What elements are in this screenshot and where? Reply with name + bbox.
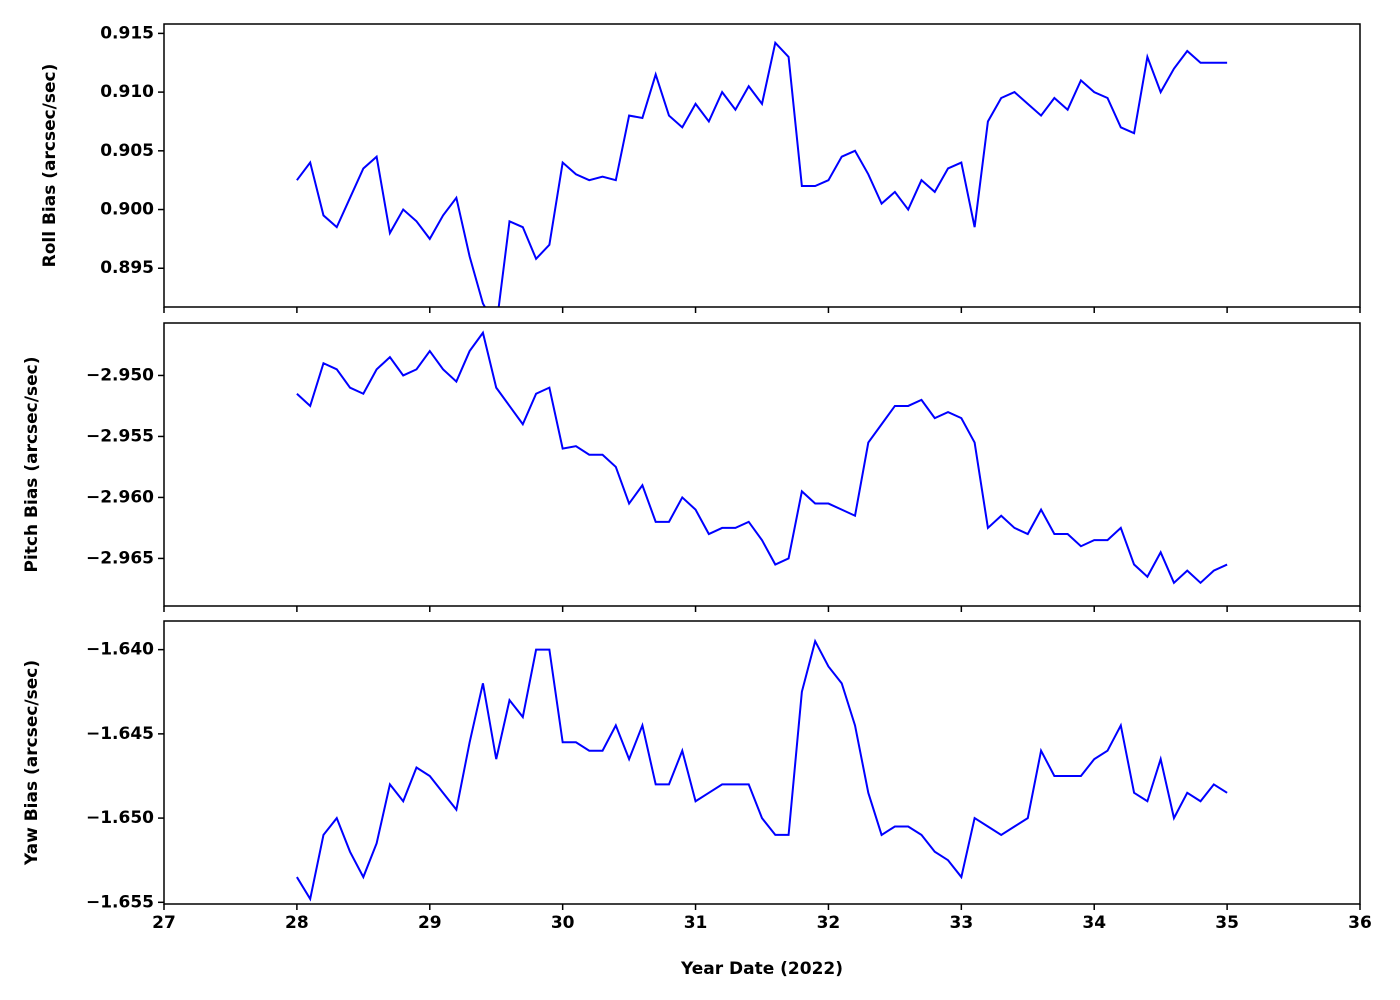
data-line xyxy=(296,40,1228,307)
y-tick-label: 0.895 xyxy=(100,258,154,278)
x-tick-label: 30 xyxy=(551,913,575,933)
y-tick-label: 0.915 xyxy=(100,23,154,43)
y-tick-label: −1.645 xyxy=(86,724,154,744)
x-tick-label: 33 xyxy=(949,913,973,933)
x-tick-label: 35 xyxy=(1215,913,1239,933)
y-tick-label: −1.640 xyxy=(86,640,154,660)
y-tick-label: −2.950 xyxy=(86,365,154,385)
x-tick-label: 28 xyxy=(285,913,309,933)
panel: −2.965 −2.960 −2.955 −2.950 Pitch Bias (arcs… xyxy=(22,322,1361,612)
data-line xyxy=(296,330,1228,585)
panel: −1.655 −1.650 −1.645 −1.640 27 28 29 30 31 32 33 34… xyxy=(22,620,1372,979)
y-tick-label: −1.655 xyxy=(86,892,154,912)
y-tick-label: −2.960 xyxy=(86,487,154,507)
x-tick-label: 29 xyxy=(418,913,442,933)
plot-frame xyxy=(163,620,1361,905)
y-axis-label: Yaw Bias (arcsec/sec) xyxy=(22,660,42,866)
data-line xyxy=(296,638,1228,902)
x-tick-label: 31 xyxy=(684,913,708,933)
y-axis-label: Pitch Bias (arcsec/sec) xyxy=(22,357,42,573)
y-tick-label: −2.965 xyxy=(86,548,154,568)
x-tick-label: 27 xyxy=(152,913,176,933)
x-axis-label: Year Date (2022) xyxy=(680,959,843,979)
x-tick-label: 32 xyxy=(817,913,841,933)
plot-frame xyxy=(163,322,1361,607)
y-tick-label: 0.910 xyxy=(100,82,154,102)
panel: 0.895 0.900 0.905 0.910 0.915 Roll Bias (arcs… xyxy=(40,23,1361,313)
x-tick-label: 34 xyxy=(1082,913,1106,933)
x-tick-label: 36 xyxy=(1348,913,1372,933)
y-tick-label: −1.650 xyxy=(86,808,154,828)
y-tick-label: −2.955 xyxy=(86,426,154,446)
plot-frame xyxy=(163,23,1361,308)
y-axis-label: Roll Bias (arcsec/sec) xyxy=(40,64,60,268)
y-tick-label: 0.905 xyxy=(100,141,154,161)
y-tick-label: 0.900 xyxy=(100,200,154,220)
